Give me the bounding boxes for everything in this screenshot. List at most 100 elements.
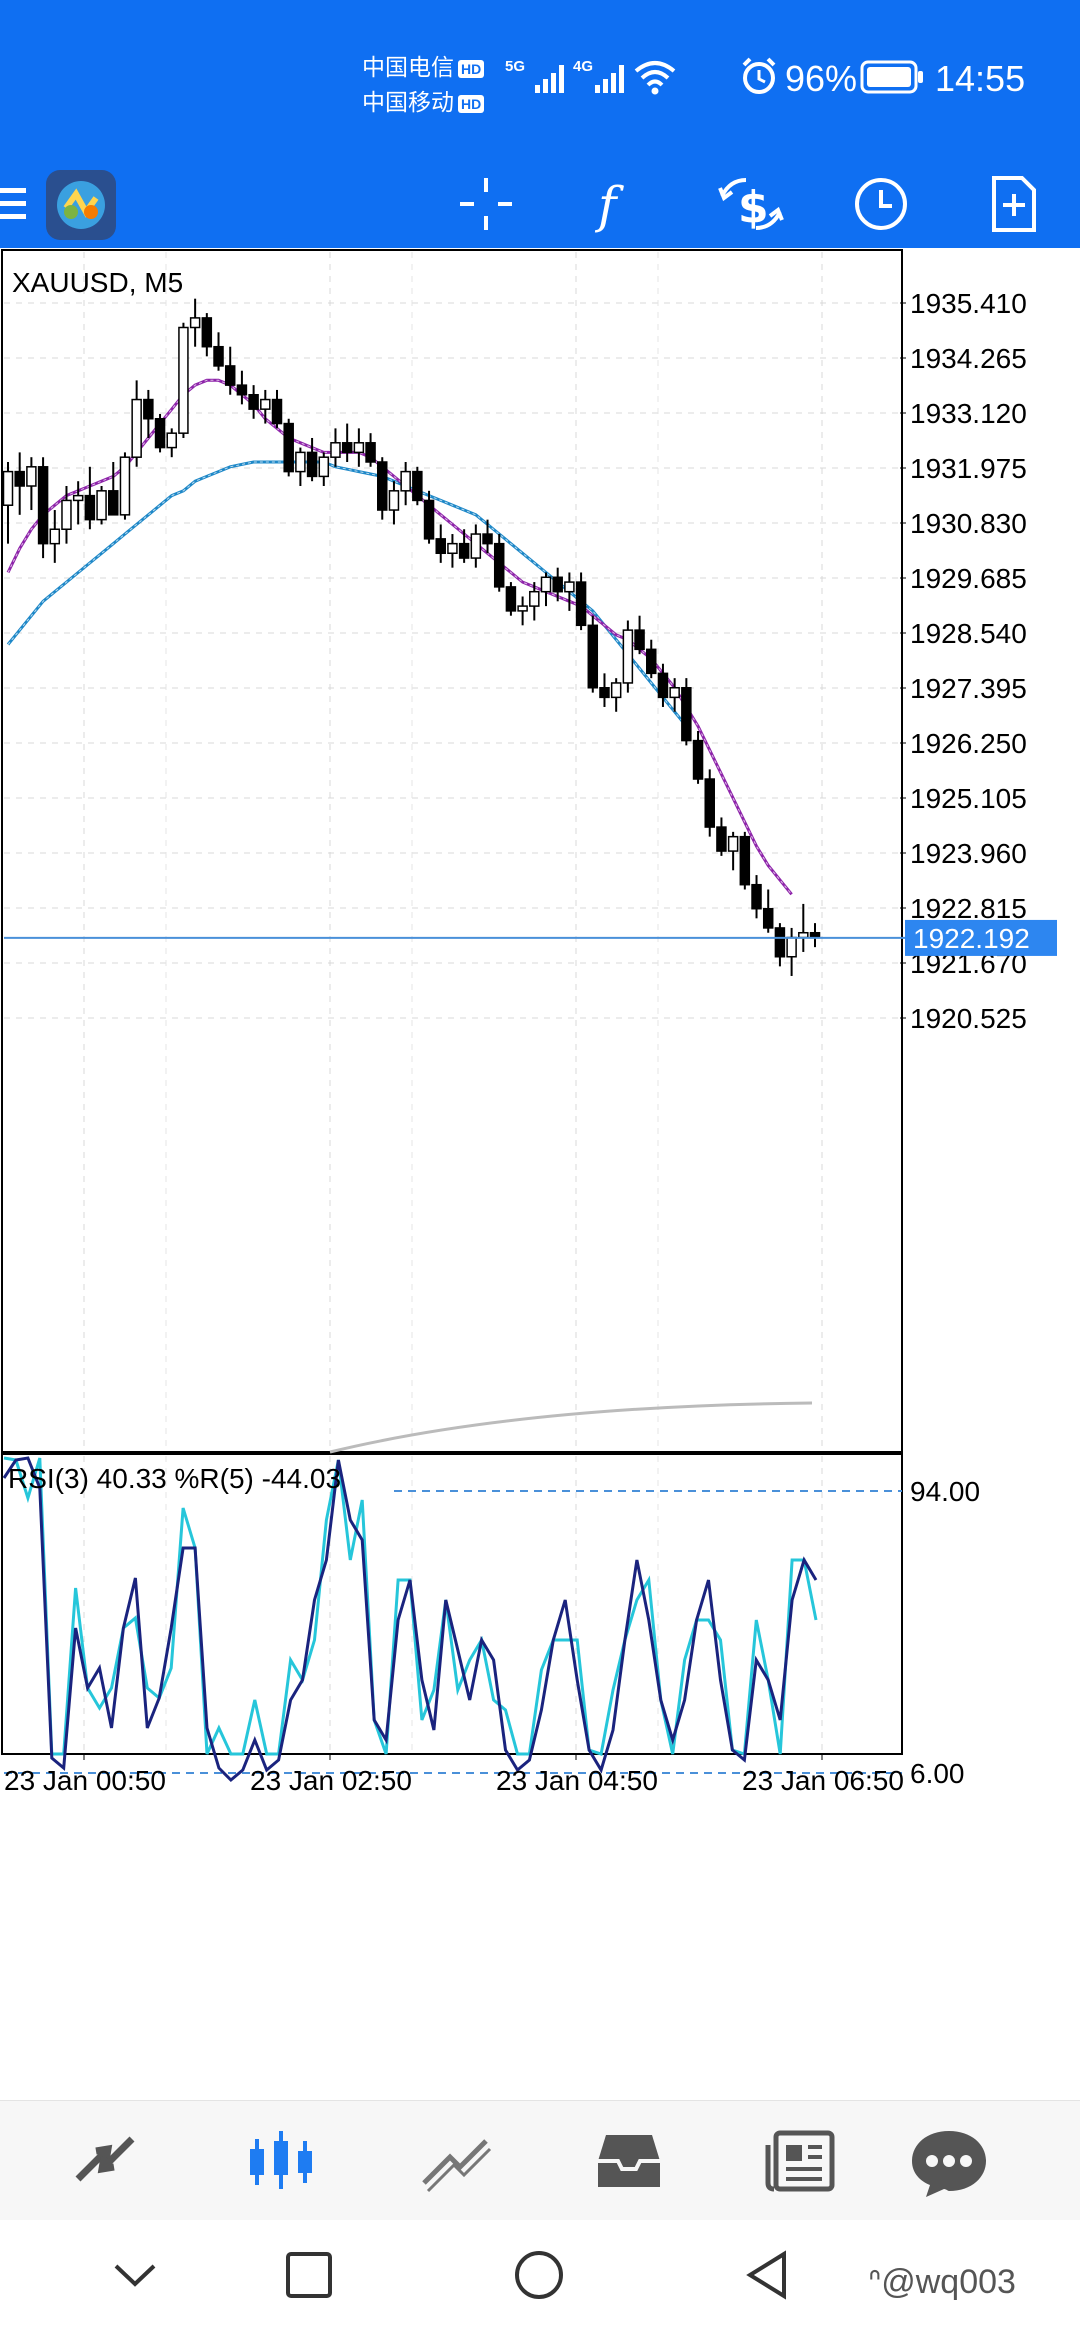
ma-slow-path-highlight xyxy=(7,461,687,727)
signal-icon: 5G 4G xyxy=(505,58,624,93)
candle-body xyxy=(505,586,517,612)
candle-body xyxy=(236,384,248,396)
candle-body xyxy=(482,533,493,545)
indicators-icon[interactable]: f xyxy=(594,160,634,248)
main-chart-frame xyxy=(1,249,903,1453)
nav-trade-icon[interactable] xyxy=(412,2121,502,2201)
candle-body xyxy=(49,528,61,545)
nav-chart-icon[interactable] xyxy=(236,2121,326,2201)
price-axis: 1935.410 1934.265 1933.120 1931.975 1930.830… xyxy=(900,288,1027,1034)
price-tick-label: 1920.525 xyxy=(910,1003,1027,1034)
back-icon[interactable] xyxy=(744,2250,794,2300)
candle-body xyxy=(646,648,657,675)
candle-body xyxy=(283,422,294,473)
nav-down-icon[interactable] xyxy=(110,2250,160,2300)
bottom-nav xyxy=(0,2100,1080,2220)
indicator-label: RSI(3) 40.33 %R(5) -44.03 xyxy=(8,1463,341,1494)
candle-body xyxy=(248,393,259,410)
candle-body xyxy=(213,345,224,367)
candle-body xyxy=(295,451,306,473)
candle-body xyxy=(84,494,96,521)
candle-body xyxy=(400,470,411,492)
alarm-icon xyxy=(742,57,776,94)
app-logo-icon[interactable] xyxy=(44,168,118,242)
candle-body xyxy=(599,687,610,699)
candle-body xyxy=(178,326,189,434)
rsi-line xyxy=(2,1456,818,1783)
carrier-1: 中国电信 HD xyxy=(362,48,485,82)
svg-text:5G: 5G xyxy=(505,58,525,75)
candle-body xyxy=(493,542,505,588)
candle-body xyxy=(681,687,692,742)
price-tick-label: 1928.540 xyxy=(910,618,1027,649)
candle-body xyxy=(189,317,201,329)
candle-body xyxy=(692,739,704,780)
recent-apps-icon[interactable] xyxy=(284,2250,334,2300)
candle-body xyxy=(634,629,645,651)
candle-body xyxy=(143,398,154,420)
nav-news-icon[interactable] xyxy=(756,2121,846,2201)
candle-body xyxy=(669,687,680,699)
candle-body xyxy=(517,605,528,612)
candle-body xyxy=(610,682,622,699)
candle-body xyxy=(447,542,458,555)
nav-history-icon[interactable] xyxy=(584,2121,674,2201)
candle-body xyxy=(201,317,213,348)
candle-body xyxy=(377,461,388,511)
candle-body xyxy=(435,538,446,555)
current-price-label: 1922.192 xyxy=(913,923,1030,954)
candle-body xyxy=(458,542,470,559)
symbols-icon[interactable]: $ xyxy=(716,160,786,248)
chart-area[interactable]: 1935.410 1934.265 1933.120 1931.975 1930.830… xyxy=(0,248,1080,2056)
menu-icon[interactable] xyxy=(0,160,30,248)
candle-body xyxy=(423,499,435,540)
new-order-icon[interactable] xyxy=(988,160,1040,248)
nav-messages-icon[interactable] xyxy=(904,2121,994,2201)
candle-body xyxy=(341,442,353,454)
wifi-icon xyxy=(634,61,676,95)
price-tick-label: 1935.410 xyxy=(910,288,1027,319)
candle-body xyxy=(704,778,715,828)
price-tick-label: 1930.830 xyxy=(910,508,1027,539)
candle-body xyxy=(622,629,634,684)
ma-long-line xyxy=(329,1401,813,1454)
candle-body xyxy=(470,533,482,559)
timeframe-icon[interactable] xyxy=(850,160,912,248)
svg-text:$: $ xyxy=(738,182,769,233)
candle-body xyxy=(762,907,774,929)
time-tick-label: 23 Jan 00:50 xyxy=(4,1765,166,1796)
candle-body xyxy=(37,466,49,545)
price-tick-label: 1926.250 xyxy=(910,728,1027,759)
ma-fast-path-highlight xyxy=(7,379,792,895)
nav-quotes-icon[interactable] xyxy=(62,2121,152,2201)
price-tick-label: 1927.395 xyxy=(910,673,1027,704)
candle-body xyxy=(353,442,365,454)
candle-body xyxy=(306,451,318,478)
candle-body xyxy=(131,398,142,458)
candle-body xyxy=(119,456,131,516)
level-6-label: 6.00 xyxy=(910,1758,965,1789)
candle-body xyxy=(564,581,575,593)
candle-body xyxy=(14,470,25,487)
candle-body xyxy=(751,883,762,910)
home-icon[interactable] xyxy=(512,2250,566,2304)
price-tick-label: 1931.975 xyxy=(910,453,1027,484)
price-tick-label: 1934.265 xyxy=(910,343,1027,374)
candle-body xyxy=(166,432,177,449)
toolbar: f $ xyxy=(0,160,1080,248)
current-price-line: 1922.192 xyxy=(4,919,1057,956)
watermark: ᐢ@wq003 xyxy=(868,2263,1016,2301)
chart-canvas[interactable]: 1935.410 1934.265 1933.120 1931.975 1930.830… xyxy=(0,248,1080,2056)
indicator-lines: 94.00 6.00 xyxy=(2,1456,980,1789)
candle-body xyxy=(412,470,423,502)
ma-long-path xyxy=(329,1401,813,1454)
candle-body xyxy=(587,624,599,689)
crosshair-icon[interactable] xyxy=(456,160,516,248)
candles xyxy=(2,298,821,976)
battery-icon xyxy=(860,60,923,94)
ma-slow-line xyxy=(6,460,688,728)
time-axis: 23 Jan 00:50 23 Jan 02:50 23 Jan 04:50 23 J… xyxy=(4,1754,904,1796)
indicator-frame xyxy=(1,1453,903,1755)
current-price-badge xyxy=(905,919,1057,956)
candle-body xyxy=(2,470,14,506)
